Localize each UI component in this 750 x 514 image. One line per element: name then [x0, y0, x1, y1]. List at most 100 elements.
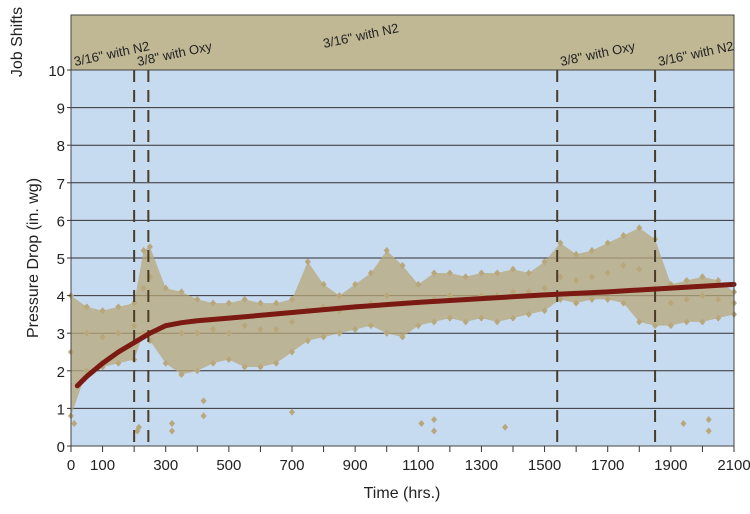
data-point: [541, 258, 548, 266]
data-point: [304, 337, 311, 345]
data-point: [652, 322, 659, 330]
data-point: [99, 333, 106, 341]
data-point: [131, 299, 138, 307]
y-tick-label: 4: [57, 289, 65, 306]
data-point: [115, 359, 122, 367]
x-tick-label: 100: [90, 457, 115, 474]
outlier-point: [418, 419, 425, 427]
data-point: [83, 303, 90, 311]
x-tick-label: 300: [153, 457, 178, 474]
data-point: [715, 314, 722, 322]
data-point: [510, 265, 516, 273]
outlier-point: [200, 412, 207, 420]
data-point: [162, 284, 169, 292]
x-tick-label: 1500: [528, 457, 561, 474]
data-point: [431, 269, 438, 277]
data-point: [241, 363, 248, 371]
data-point: [557, 295, 564, 303]
data-point: [446, 314, 453, 322]
data-point: [525, 310, 532, 318]
y-tick-label: 6: [57, 213, 65, 230]
data-point: [431, 318, 438, 326]
data-point: [194, 295, 201, 303]
data-point: [162, 359, 169, 367]
data-point: [541, 307, 548, 315]
plot-frame: [70, 69, 735, 447]
data-point: [636, 318, 643, 326]
data-point: [83, 329, 90, 337]
x-tick-label: 1300: [465, 457, 498, 474]
x-tick-label: 0: [67, 457, 75, 474]
outlier-point: [200, 397, 207, 405]
data-point: [620, 262, 627, 270]
data-point: [494, 318, 501, 326]
data-point: [446, 269, 453, 277]
data-point: [525, 269, 532, 277]
outlier-point: [705, 416, 712, 424]
data-point: [194, 329, 201, 337]
x-tick-label: 500: [216, 457, 241, 474]
data-point: [383, 292, 390, 300]
outlier-point: [135, 423, 142, 431]
y-tick-label: 7: [57, 176, 65, 193]
data-point: [462, 318, 469, 326]
data-point: [557, 273, 564, 281]
data-point: [541, 284, 548, 292]
data-point: [210, 359, 217, 367]
data-point: [573, 299, 580, 307]
x-tick-label: 2100: [717, 457, 750, 474]
x-tick-label: 1900: [654, 457, 687, 474]
data-point: [667, 299, 674, 307]
data-point: [289, 348, 295, 356]
data-point: [699, 273, 706, 281]
x-axis-label: Time (hrs.): [364, 485, 441, 502]
data-point: [320, 333, 327, 341]
data-point: [399, 262, 406, 270]
data-point: [683, 295, 690, 303]
data-point: [140, 284, 147, 292]
y-axis-label: Pressure Drop (in. wg): [25, 178, 42, 338]
y-tick-label: 9: [57, 101, 65, 118]
data-point: [146, 243, 153, 251]
outlier-point: [169, 419, 176, 427]
data-point: [510, 314, 516, 322]
data-point: [178, 329, 185, 337]
data-point: [604, 295, 611, 303]
job-shifts-label: Job Shifts: [9, 7, 26, 77]
data-point: [241, 322, 248, 330]
data-point: [273, 359, 280, 367]
data-point: [557, 239, 564, 247]
data-point: [383, 246, 390, 254]
data-point: [178, 288, 185, 296]
data-point: [715, 277, 722, 285]
data-point: [510, 288, 516, 296]
data-point: [99, 307, 106, 315]
data-point: [683, 277, 690, 285]
data-point: [494, 269, 501, 277]
data-point: [620, 231, 627, 239]
data-point: [683, 318, 690, 326]
y-tick-label: 1: [57, 401, 65, 418]
data-point: [273, 325, 280, 333]
data-point: [478, 269, 485, 277]
data-point: [415, 322, 422, 330]
y-tick-label: 0: [57, 439, 65, 456]
outlier-point: [680, 419, 687, 427]
outlier-point: [705, 427, 712, 435]
outlier-point: [289, 408, 295, 416]
data-point: [588, 273, 595, 281]
data-point: [478, 314, 485, 322]
data-point: [115, 329, 122, 337]
data-point: [273, 299, 280, 307]
data-point: [131, 322, 138, 330]
data-point: [336, 329, 343, 337]
data-point: [210, 325, 217, 333]
x-tick-label: 1700: [591, 457, 624, 474]
data-point: [636, 265, 643, 273]
outlier-point: [169, 427, 176, 435]
data-point: [225, 299, 232, 307]
x-tick-label: 900: [343, 457, 368, 474]
outlier-point: [431, 416, 438, 424]
data-point: [257, 299, 264, 307]
